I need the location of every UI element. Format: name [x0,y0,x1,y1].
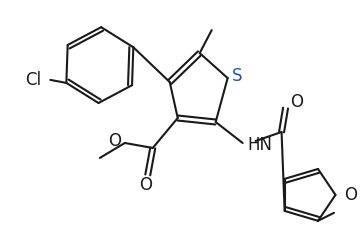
Text: O: O [139,176,152,194]
Text: O: O [108,132,121,150]
Text: Cl: Cl [25,71,41,89]
Text: S: S [231,67,242,85]
Text: O: O [345,186,357,204]
Text: O: O [291,93,303,111]
Text: HN: HN [248,136,273,154]
